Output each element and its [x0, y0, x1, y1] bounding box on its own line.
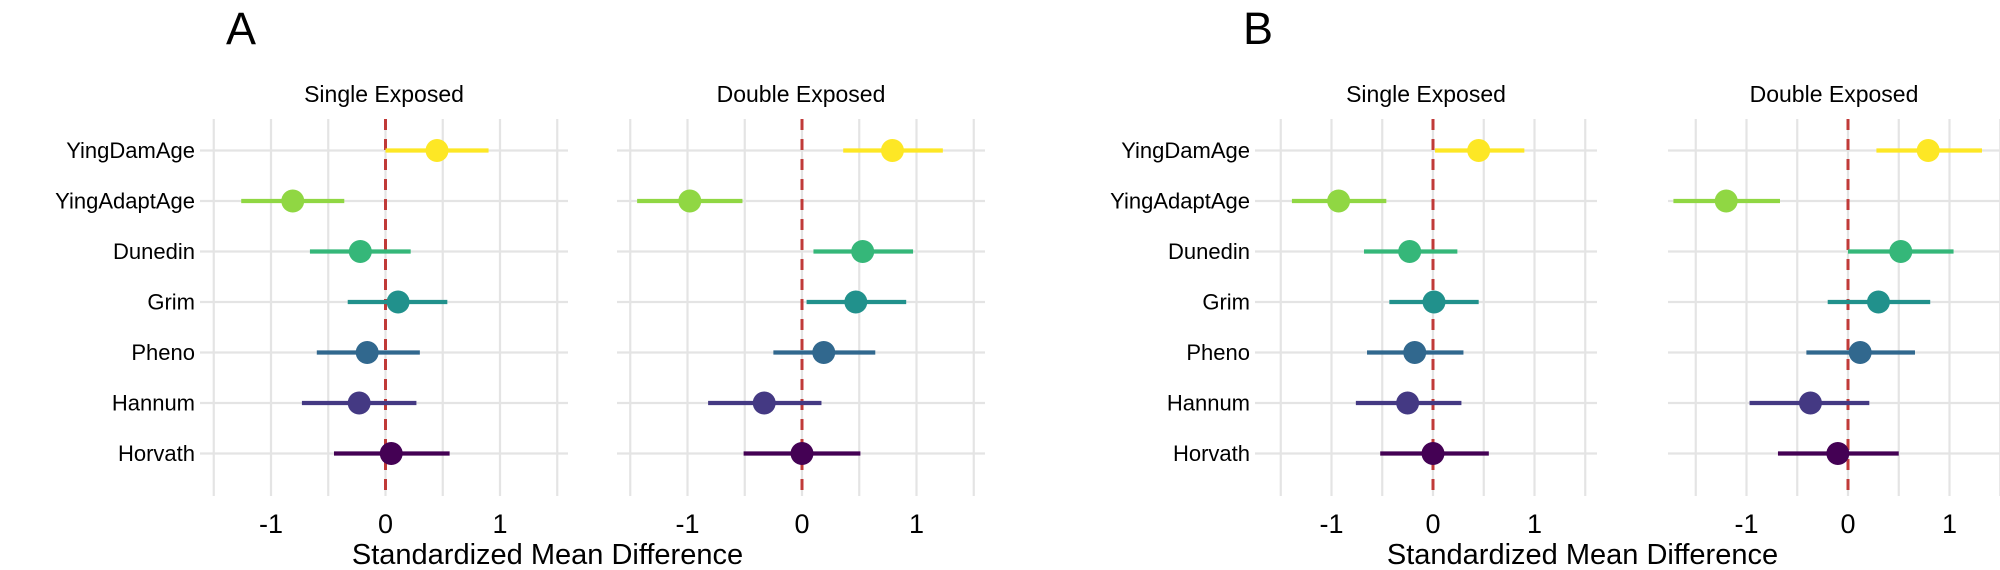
estimate-point — [851, 240, 875, 263]
y-axis-label: Pheno — [1186, 340, 1250, 365]
x-tick-label: 0 — [794, 509, 809, 539]
estimate-point — [1327, 189, 1351, 213]
facet-title: Double Exposed — [717, 81, 886, 107]
estimate-point — [1826, 442, 1850, 465]
y-axis-label: Horvath — [1173, 441, 1250, 466]
x-tick-label: 1 — [1527, 509, 1542, 539]
estimate-point — [355, 341, 379, 364]
y-axis-label: YingAdaptAge — [1110, 189, 1250, 214]
x-tick-label: 0 — [378, 509, 393, 539]
x-axis-title: Standardized Mean Difference — [352, 539, 743, 570]
y-axis-label: Horvath — [118, 441, 195, 466]
y-axis-label: Dunedin — [1168, 239, 1250, 264]
y-axis-label: YingDamAge — [1121, 138, 1250, 163]
estimate-point — [1422, 290, 1446, 314]
x-tick-label: 0 — [1425, 509, 1440, 539]
panel-letter-b: B — [1243, 3, 1274, 54]
y-axis-label: Pheno — [131, 340, 195, 365]
estimate-point — [812, 341, 836, 364]
panel-b-plot: Single Exposed -1 0 1 Double Exposed -1 0 1 Ying… — [1110, 81, 2000, 570]
x-tick-label: 0 — [1840, 509, 1855, 539]
estimate-point — [1798, 391, 1822, 415]
y-axis-label: Hannum — [1167, 391, 1250, 416]
x-tick-label: -1 — [675, 509, 699, 539]
estimate-point — [678, 189, 702, 213]
y-axis-label: YingDamAge — [66, 138, 195, 163]
estimate-point — [1467, 139, 1491, 162]
estimate-point — [281, 189, 305, 213]
estimate-point — [386, 290, 410, 314]
estimate-point — [790, 442, 814, 465]
y-axis-label: Grim — [1202, 290, 1250, 315]
x-tick-label: -1 — [1734, 509, 1758, 539]
estimate-point — [1398, 240, 1422, 263]
x-axis-title: Standardized Mean Difference — [1387, 539, 1778, 570]
x-tick-label: 1 — [909, 509, 924, 539]
x-tick-label: 1 — [492, 509, 507, 539]
facet-title: Double Exposed — [1750, 81, 1919, 107]
panel-letter-a: A — [226, 3, 257, 54]
estimate-point — [1421, 442, 1445, 465]
estimate-point — [880, 139, 904, 162]
panel-a-plot: Single Exposed -1 0 1 Double Exposed -1 0 1 Ying… — [55, 81, 985, 570]
estimate-point — [1848, 341, 1872, 364]
estimate-point — [1889, 240, 1913, 263]
estimate-point — [379, 442, 403, 465]
x-tick-label: -1 — [1319, 509, 1343, 539]
estimate-point — [1866, 290, 1890, 314]
y-axis-label: Hannum — [112, 391, 195, 416]
estimate-point — [752, 391, 776, 415]
y-axis-label: Grim — [147, 290, 195, 315]
estimate-point — [347, 391, 371, 415]
estimate-point — [1403, 341, 1427, 364]
estimate-point — [1714, 189, 1738, 213]
estimate-point — [844, 290, 868, 314]
estimate-point — [1916, 139, 1940, 162]
estimate-point — [348, 240, 372, 263]
y-axis-label: Dunedin — [113, 239, 195, 264]
estimate-point — [425, 139, 449, 162]
facet-title: Single Exposed — [1346, 81, 1506, 107]
estimate-point — [1396, 391, 1420, 415]
facet-title: Single Exposed — [304, 81, 464, 107]
y-axis-label: YingAdaptAge — [55, 189, 195, 214]
x-tick-label: -1 — [259, 509, 283, 539]
x-tick-label: 1 — [1942, 509, 1957, 539]
